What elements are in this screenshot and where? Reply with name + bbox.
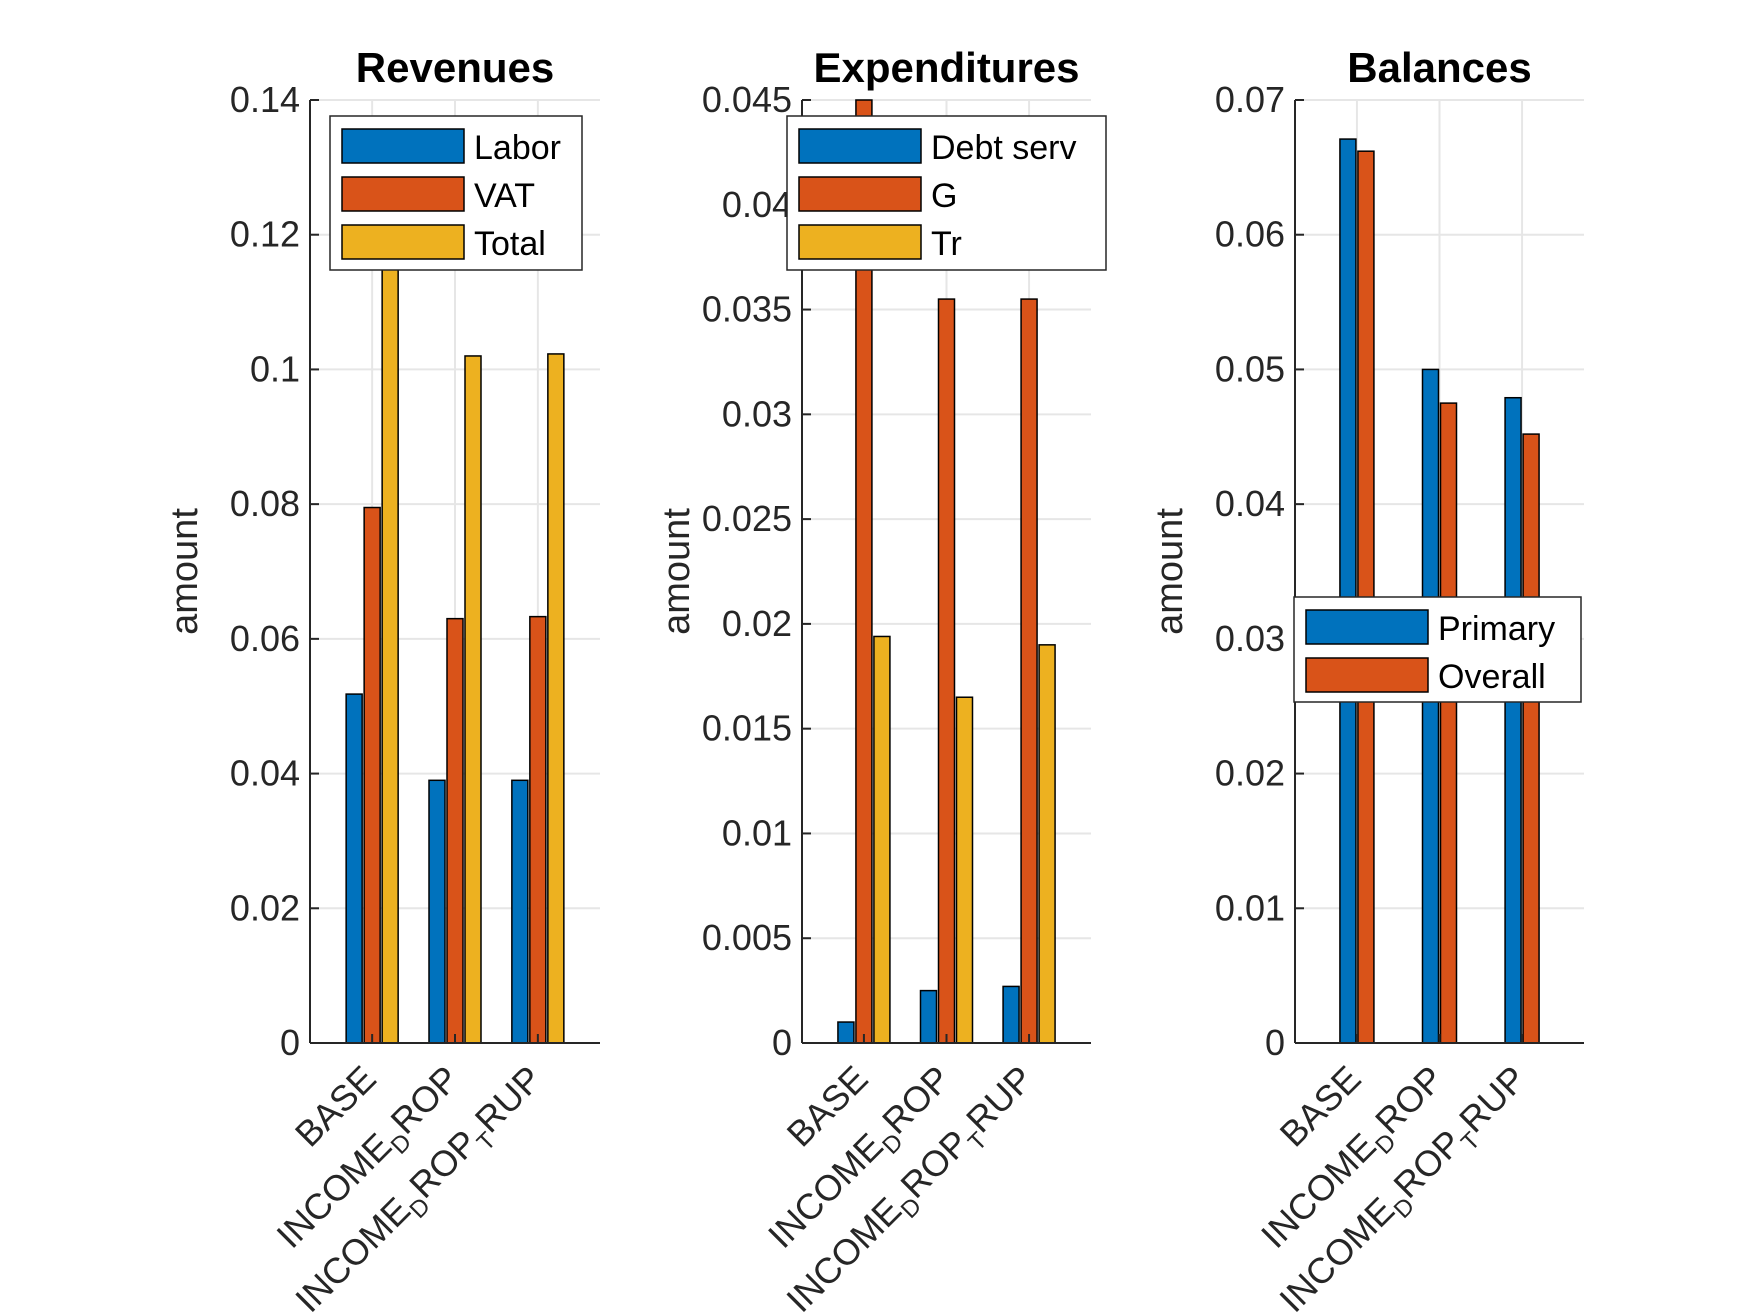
y-tick-label: 0.02 xyxy=(722,603,792,644)
bar-debt-serv xyxy=(1002,985,1020,1044)
y-tick-label: 0.01 xyxy=(1215,887,1285,928)
expenditures-panel: 0 0.005 0.01 0.015 0.02 0.025 0.03 0.035 0.04 0.0… xyxy=(656,44,1107,1313)
legend-label: Tr xyxy=(931,225,962,263)
legend-swatch xyxy=(798,176,922,212)
legend-label: VAT xyxy=(474,177,535,215)
y-axis-label: amount xyxy=(1149,508,1191,635)
y-tick-label: 0.025 xyxy=(702,498,792,539)
legend-swatch xyxy=(798,224,922,260)
y-tick-label: 0.1 xyxy=(250,348,300,389)
bar-tr xyxy=(955,696,974,1044)
y-tick-label: 0.08 xyxy=(230,483,300,524)
bar-g xyxy=(1020,298,1038,1044)
bar-primary xyxy=(1504,396,1522,1044)
y-tick-label: 0.05 xyxy=(1215,348,1285,389)
bar-labor xyxy=(511,779,529,1044)
bar-g xyxy=(937,298,956,1044)
x-tick-text: RUP xyxy=(467,1058,550,1141)
bar-vat xyxy=(446,617,464,1044)
legend: Labor VAT Total xyxy=(329,115,583,271)
y-tick-label: 0.03 xyxy=(1215,618,1285,659)
chart-title: Expenditures xyxy=(813,44,1079,91)
chart-title: Balances xyxy=(1347,44,1531,91)
y-tick-label: 0.02 xyxy=(230,887,300,928)
y-tick-label: 0.06 xyxy=(1215,214,1285,255)
bar-debt-serv xyxy=(919,989,938,1044)
y-tick-label: 0.04 xyxy=(722,184,792,225)
legend: Primary Overall xyxy=(1293,596,1582,703)
x-tick-text: RUP xyxy=(1451,1058,1534,1141)
y-tick-label: 0.04 xyxy=(230,753,300,794)
y-axis-label: amount xyxy=(164,508,206,635)
bar-labor xyxy=(345,693,363,1044)
legend-label: Overall xyxy=(1438,658,1546,696)
y-tick-label: 0.005 xyxy=(702,917,792,958)
legend-swatch xyxy=(341,176,465,212)
legend: Debt serv G Tr xyxy=(786,115,1107,271)
y-axis-label: amount xyxy=(656,508,698,635)
y-tick-label: 0.07 xyxy=(1215,79,1285,120)
y-tick-label: 0.03 xyxy=(722,393,792,434)
legend-swatch xyxy=(341,128,465,164)
bar-overall xyxy=(1439,402,1458,1044)
y-tick-label: 0.035 xyxy=(702,289,792,330)
y-tick-label: 0.045 xyxy=(702,79,792,120)
bar-primary xyxy=(1339,138,1357,1044)
legend-label: G xyxy=(931,177,957,215)
legend-swatch xyxy=(1305,609,1429,645)
bar-vat xyxy=(363,506,381,1044)
bar-primary xyxy=(1421,368,1440,1044)
y-tick-label: 0.06 xyxy=(230,618,300,659)
legend-label: Labor xyxy=(474,129,561,167)
legend-label: Debt serv xyxy=(931,129,1077,167)
legend-label: Primary xyxy=(1438,610,1555,648)
chart-title: Revenues xyxy=(356,44,554,91)
x-tick-text: RUP xyxy=(958,1058,1041,1141)
bar-debt-serv xyxy=(837,1021,855,1044)
balances-panel: 00.010.020.030.040.050.060.07BASEINCOMED… xyxy=(1149,44,1584,1313)
bar-total xyxy=(464,355,482,1044)
bar-total xyxy=(547,353,565,1044)
y-tick-label: 0.01 xyxy=(722,812,792,853)
legend-label: Total xyxy=(474,225,546,263)
revenues-panel: 00.020.040.060.080.10.120.14BASEINCOMEDR… xyxy=(164,44,600,1313)
y-tick-label: 0.02 xyxy=(1215,753,1285,794)
y-tick-label: 0 xyxy=(1265,1022,1285,1063)
legend-swatch xyxy=(341,224,465,260)
y-tick-label: 0.015 xyxy=(702,708,792,749)
bar-labor xyxy=(428,779,446,1044)
bar-tr xyxy=(873,635,891,1044)
legend-swatch xyxy=(798,128,922,164)
bar-total xyxy=(381,157,399,1044)
y-tick-label: 0.04 xyxy=(1215,483,1285,524)
y-tick-label: 0 xyxy=(280,1022,300,1063)
y-tick-label: 0.14 xyxy=(230,79,300,120)
bar-tr xyxy=(1038,644,1056,1044)
y-tick-label: 0.12 xyxy=(230,214,300,255)
y-tick-label: 0 xyxy=(772,1022,792,1063)
bar-vat xyxy=(529,615,547,1044)
bar-overall xyxy=(1522,433,1540,1044)
legend-swatch xyxy=(1305,657,1429,693)
